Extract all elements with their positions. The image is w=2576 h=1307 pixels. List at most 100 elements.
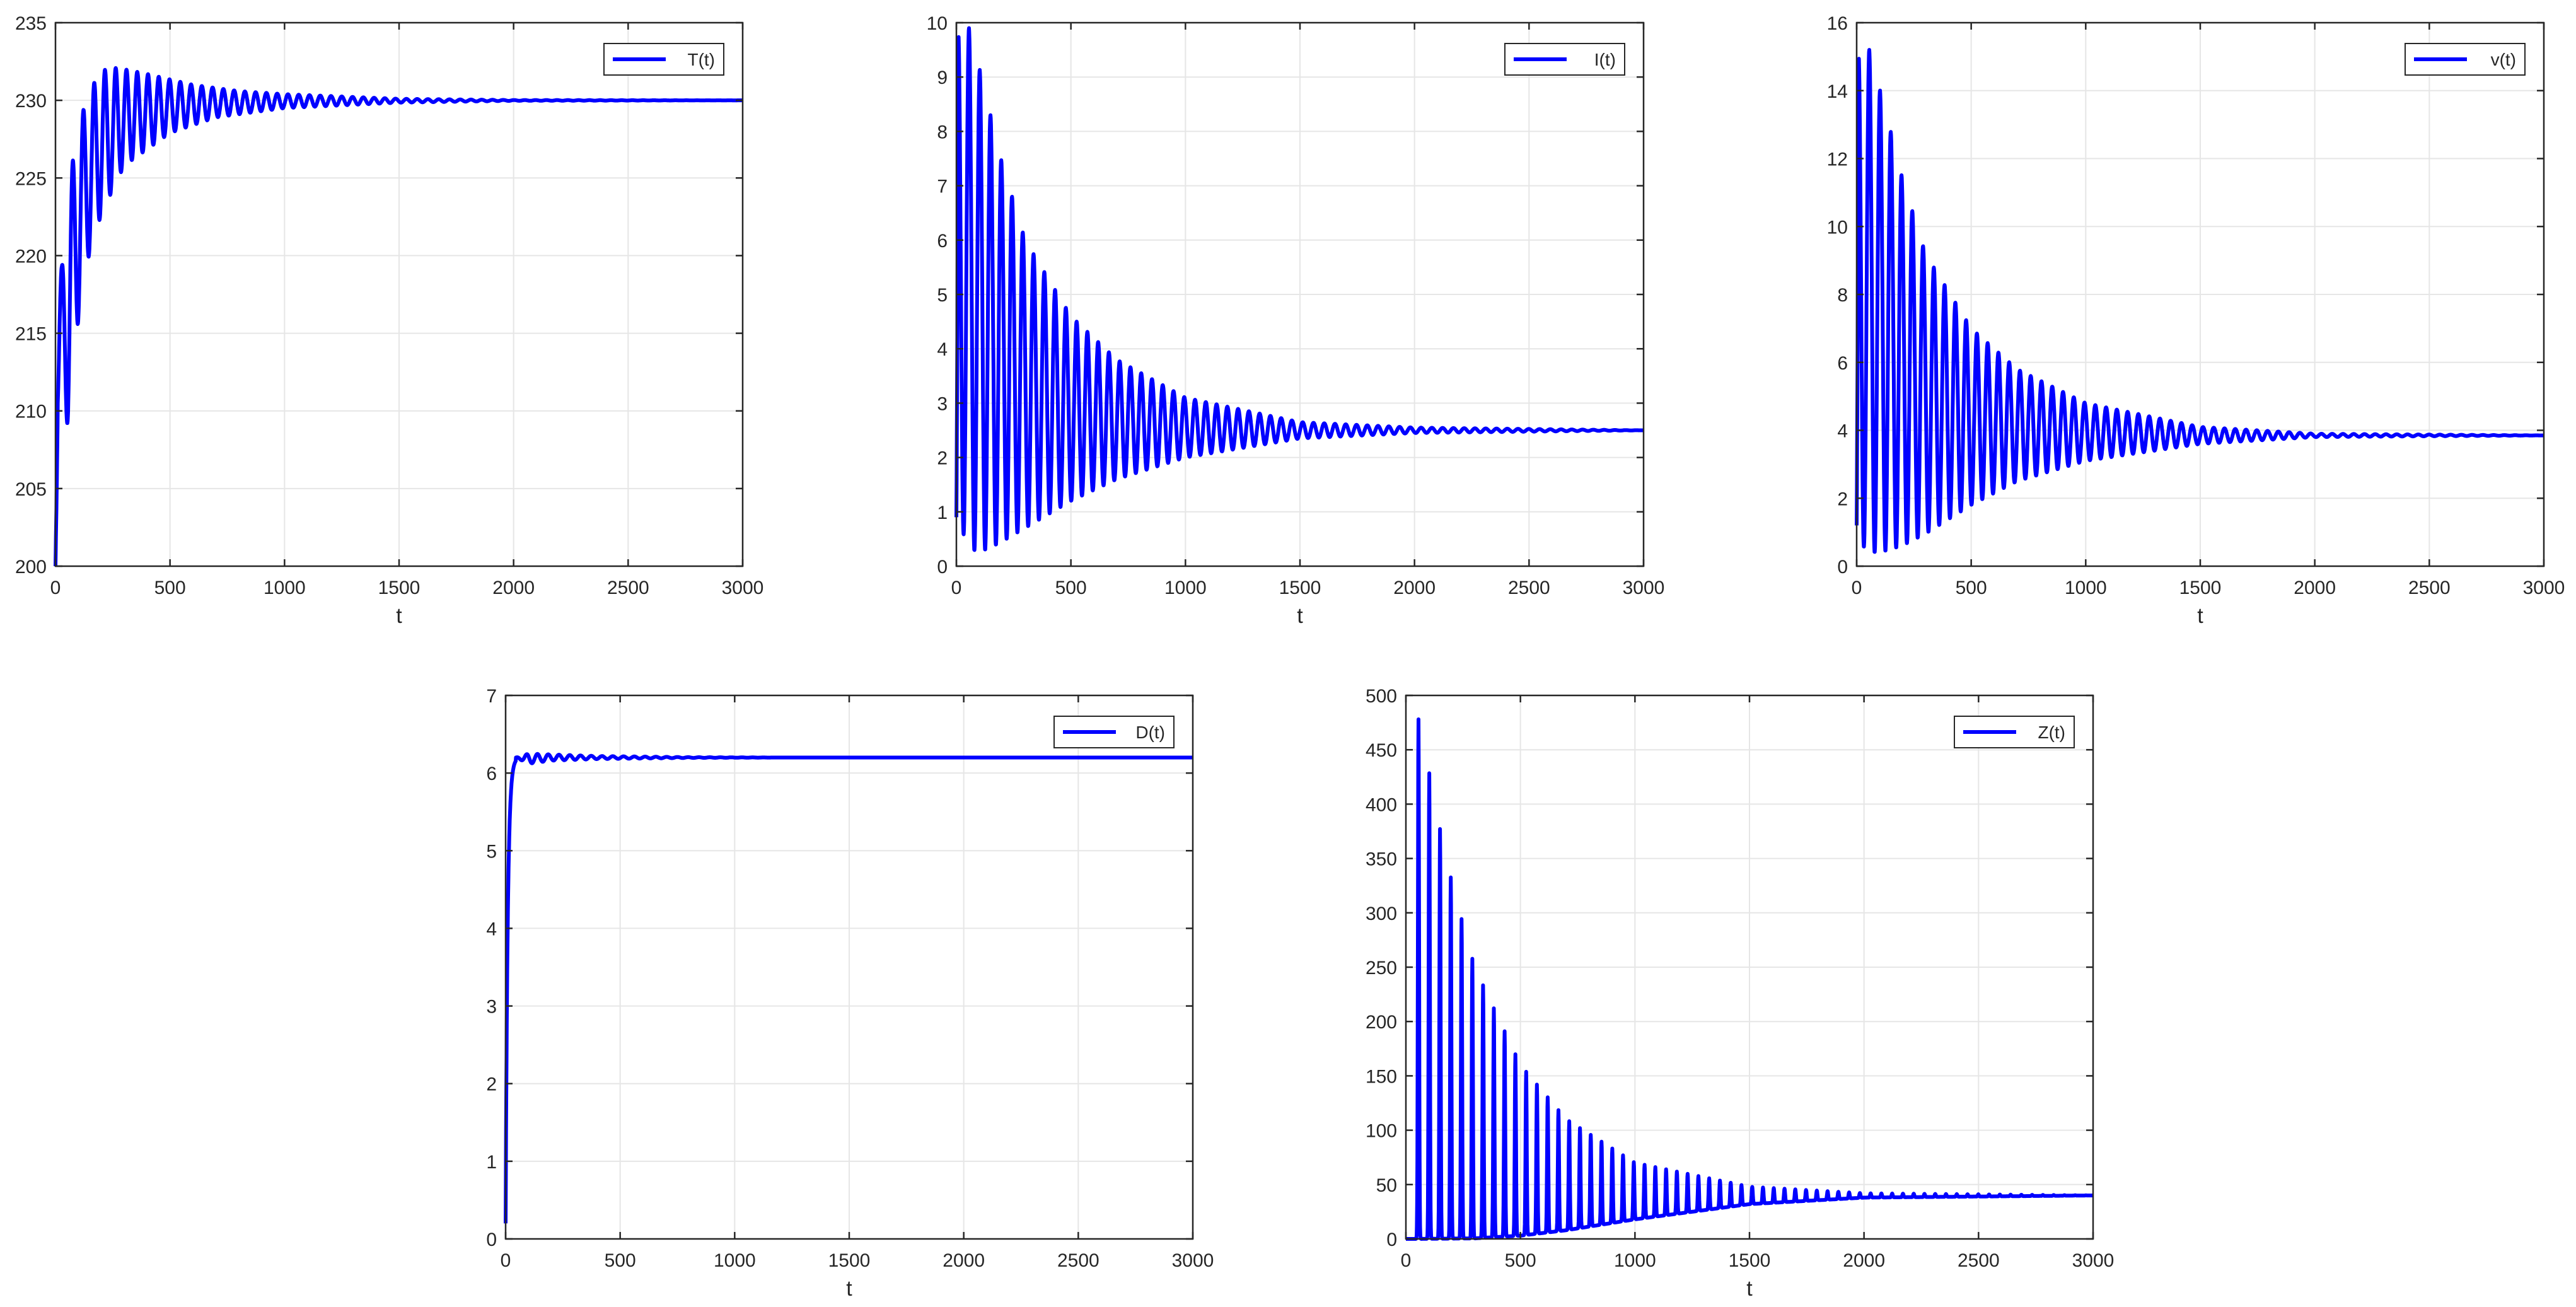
panel-T: 0 500 1000 1500 2000 2500 3000 200 205 210 215 220 2… bbox=[15, 13, 763, 628]
x-axis-label-I: t bbox=[1297, 604, 1303, 628]
y-tick-label-D-6: 6 bbox=[486, 764, 497, 784]
x-tick-label-v-3: 1500 bbox=[2179, 578, 2222, 598]
x-tick-label-D-1: 500 bbox=[605, 1250, 636, 1271]
y-tick-label-I-5: 5 bbox=[937, 285, 948, 306]
y-tick-label-Z-9: 450 bbox=[1366, 740, 1397, 761]
x-tick-label-I-6: 3000 bbox=[1623, 578, 1665, 598]
y-tick-label-D-0: 0 bbox=[486, 1229, 497, 1250]
legend-label-T: T(t) bbox=[687, 50, 715, 69]
x-tick-label-v-6: 3000 bbox=[2523, 578, 2565, 598]
legend-I: I(t) bbox=[1504, 43, 1625, 76]
x-tick-label-I-0: 0 bbox=[951, 578, 962, 598]
panel-I: 0 500 1000 1500 2000 2500 3000 0 1 2 3 4 5 6 7 8 9 10 t I(t… bbox=[927, 13, 1665, 628]
y-tick-label-Z-6: 300 bbox=[1366, 903, 1397, 924]
x-tick-label-Z-2: 1000 bbox=[1614, 1250, 1656, 1271]
x-tick-label-Z-0: 0 bbox=[1401, 1250, 1412, 1271]
x-tick-label-v-2: 1000 bbox=[2065, 578, 2107, 598]
x-tick-label-T-4: 2000 bbox=[492, 578, 535, 598]
y-tick-label-I-9: 9 bbox=[937, 67, 948, 88]
x-tick-label-D-6: 3000 bbox=[1172, 1250, 1214, 1271]
y-tick-label-Z-10: 500 bbox=[1366, 686, 1397, 707]
x-axis-label-Z: t bbox=[1746, 1277, 1753, 1301]
series-line-D bbox=[504, 752, 1195, 1224]
y-tick-label-v-5: 10 bbox=[1827, 217, 1848, 238]
y-tick-label-Z-8: 400 bbox=[1366, 794, 1397, 815]
y-tick-label-Z-2: 100 bbox=[1366, 1121, 1397, 1142]
legend-T: T(t) bbox=[603, 43, 724, 76]
legend-label-D: D(t) bbox=[1135, 723, 1165, 742]
y-tick-label-I-6: 6 bbox=[937, 231, 948, 252]
x-tick-label-v-0: 0 bbox=[1852, 578, 1862, 598]
x-tick-label-Z-6: 3000 bbox=[2072, 1250, 2115, 1271]
x-tick-label-I-2: 1000 bbox=[1164, 578, 1207, 598]
y-tick-label-T-5: 225 bbox=[15, 168, 47, 189]
x-tick-label-I-5: 2500 bbox=[1508, 578, 1550, 598]
y-tick-label-Z-0: 0 bbox=[1386, 1229, 1397, 1250]
x-tick-label-D-4: 2000 bbox=[943, 1250, 985, 1271]
y-tick-label-I-3: 3 bbox=[937, 393, 948, 414]
y-tick-label-I-1: 1 bbox=[937, 502, 948, 523]
y-tick-label-D-2: 2 bbox=[486, 1074, 497, 1095]
x-tick-label-Z-4: 2000 bbox=[1843, 1250, 1885, 1271]
y-tick-label-I-8: 8 bbox=[937, 122, 948, 142]
x-tick-label-T-2: 1000 bbox=[264, 578, 306, 598]
y-tick-label-v-0: 0 bbox=[1837, 557, 1848, 578]
x-tick-label-T-3: 1500 bbox=[378, 578, 421, 598]
y-tick-label-I-2: 2 bbox=[937, 448, 948, 469]
panel-D: 0 500 1000 1500 2000 2500 3000 0 1 2 3 4 5 6 7 t D(t) bbox=[486, 686, 1214, 1301]
y-tick-label-Z-5: 250 bbox=[1366, 958, 1397, 979]
x-tick-label-Z-1: 500 bbox=[1505, 1250, 1536, 1271]
series-line-T bbox=[54, 66, 745, 567]
y-tick-label-Z-1: 50 bbox=[1376, 1175, 1397, 1196]
legend-Z: Z(t) bbox=[1954, 716, 2075, 748]
y-tick-label-I-4: 4 bbox=[937, 339, 948, 360]
y-tick-label-v-6: 12 bbox=[1827, 149, 1848, 170]
legend-D: D(t) bbox=[1053, 716, 1175, 748]
y-tick-label-I-10: 10 bbox=[927, 13, 948, 34]
y-tick-label-T-7: 235 bbox=[15, 13, 47, 34]
x-axis-label-T: t bbox=[396, 604, 402, 628]
x-tick-label-v-4: 2000 bbox=[2294, 578, 2336, 598]
x-tick-label-D-0: 0 bbox=[501, 1250, 511, 1271]
x-tick-label-Z-3: 1500 bbox=[1729, 1250, 1771, 1271]
y-tick-label-D-4: 4 bbox=[486, 919, 497, 939]
y-tick-label-T-1: 205 bbox=[15, 479, 47, 500]
y-tick-label-D-5: 5 bbox=[486, 841, 497, 862]
y-tick-label-I-7: 7 bbox=[937, 177, 948, 197]
y-tick-label-Z-7: 350 bbox=[1366, 849, 1397, 870]
series-line-v bbox=[1855, 48, 2546, 554]
y-tick-label-I-0: 0 bbox=[937, 557, 948, 578]
legend-label-Z: Z(t) bbox=[2038, 723, 2065, 742]
y-tick-label-T-4: 220 bbox=[15, 246, 47, 267]
x-tick-label-T-0: 0 bbox=[50, 578, 61, 598]
x-tick-label-I-1: 500 bbox=[1055, 578, 1087, 598]
y-tick-label-v-7: 14 bbox=[1827, 81, 1848, 102]
x-axis-label-v: t bbox=[2197, 604, 2203, 628]
x-tick-label-I-3: 1500 bbox=[1279, 578, 1321, 598]
y-tick-label-Z-4: 200 bbox=[1366, 1012, 1397, 1033]
y-tick-label-D-1: 1 bbox=[486, 1152, 497, 1173]
x-tick-label-T-1: 500 bbox=[154, 578, 186, 598]
y-tick-label-T-2: 210 bbox=[15, 402, 47, 422]
y-tick-label-D-3: 3 bbox=[486, 997, 497, 1018]
legend-label-I: I(t) bbox=[1594, 50, 1616, 69]
x-tick-label-T-5: 2500 bbox=[607, 578, 649, 598]
x-tick-label-D-3: 1500 bbox=[828, 1250, 871, 1271]
x-axis-label-D: t bbox=[846, 1277, 852, 1301]
y-tick-label-v-8: 16 bbox=[1827, 13, 1848, 34]
x-tick-label-v-1: 500 bbox=[1956, 578, 1987, 598]
x-tick-label-v-5: 2500 bbox=[2408, 578, 2451, 598]
y-tick-label-v-3: 6 bbox=[1837, 353, 1848, 374]
legend-v: v(t) bbox=[2405, 43, 2526, 76]
y-tick-label-v-2: 4 bbox=[1837, 421, 1848, 442]
panel-Z: 0 500 1000 1500 2000 2500 3000 0 50 100 150 200 250 3… bbox=[1366, 686, 2114, 1301]
x-tick-label-I-4: 2000 bbox=[1393, 578, 1436, 598]
y-tick-label-Z-3: 150 bbox=[1366, 1066, 1397, 1087]
y-tick-label-v-4: 8 bbox=[1837, 285, 1848, 306]
x-tick-label-D-5: 2500 bbox=[1057, 1250, 1099, 1271]
y-tick-label-D-7: 7 bbox=[486, 686, 497, 707]
legend-label-v: v(t) bbox=[2491, 50, 2516, 69]
y-tick-label-T-6: 230 bbox=[15, 91, 47, 112]
y-tick-label-v-1: 2 bbox=[1837, 489, 1848, 509]
